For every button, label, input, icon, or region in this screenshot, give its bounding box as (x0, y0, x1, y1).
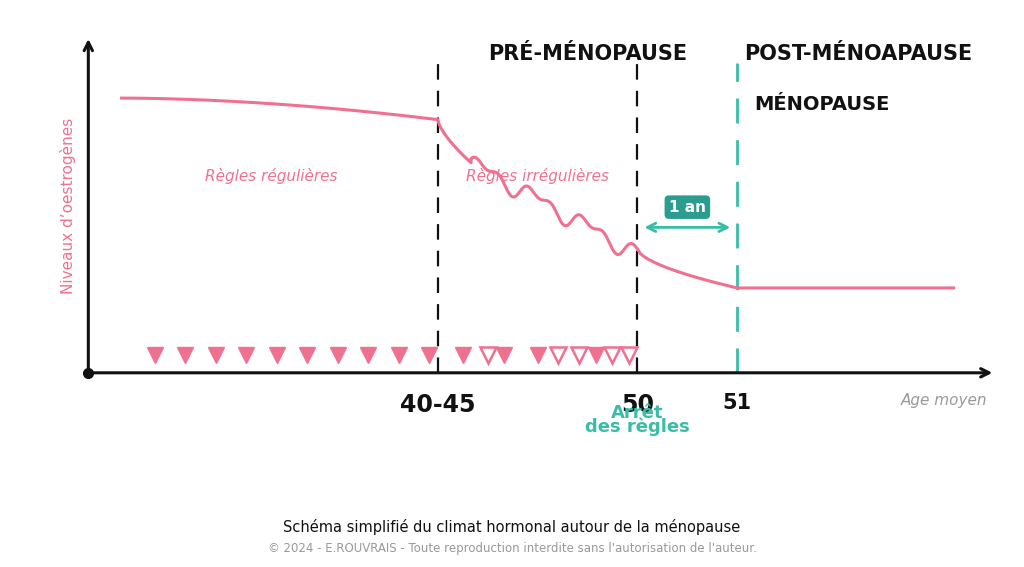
Text: 51: 51 (723, 393, 752, 413)
Text: POST-MÉNOAPAUSE: POST-MÉNOAPAUSE (743, 44, 972, 64)
Text: 50: 50 (621, 393, 654, 417)
Text: Age moyen: Age moyen (900, 393, 987, 408)
Text: Niveaux d’oestrogènes: Niveaux d’oestrogènes (59, 118, 76, 294)
Text: des règles: des règles (585, 417, 690, 436)
Text: 1 an: 1 an (669, 200, 706, 215)
Text: © 2024 - E.ROUVRAIS - Toute reproduction interdite sans l'autorisation de l'aute: © 2024 - E.ROUVRAIS - Toute reproduction… (267, 542, 757, 555)
Text: 40-45: 40-45 (400, 393, 475, 417)
Text: Règles irrégulières: Règles irrégulières (466, 168, 609, 184)
Text: Arrêt: Arrêt (611, 404, 664, 422)
Text: Schéma simplifié du climat hormonal autour de la ménopause: Schéma simplifié du climat hormonal auto… (284, 519, 740, 535)
Text: Règles régulières: Règles régulières (205, 168, 338, 184)
Text: MÉNOPAUSE: MÉNOPAUSE (754, 95, 889, 115)
Text: PRÉ-MÉNOPAUSE: PRÉ-MÉNOPAUSE (488, 44, 687, 64)
